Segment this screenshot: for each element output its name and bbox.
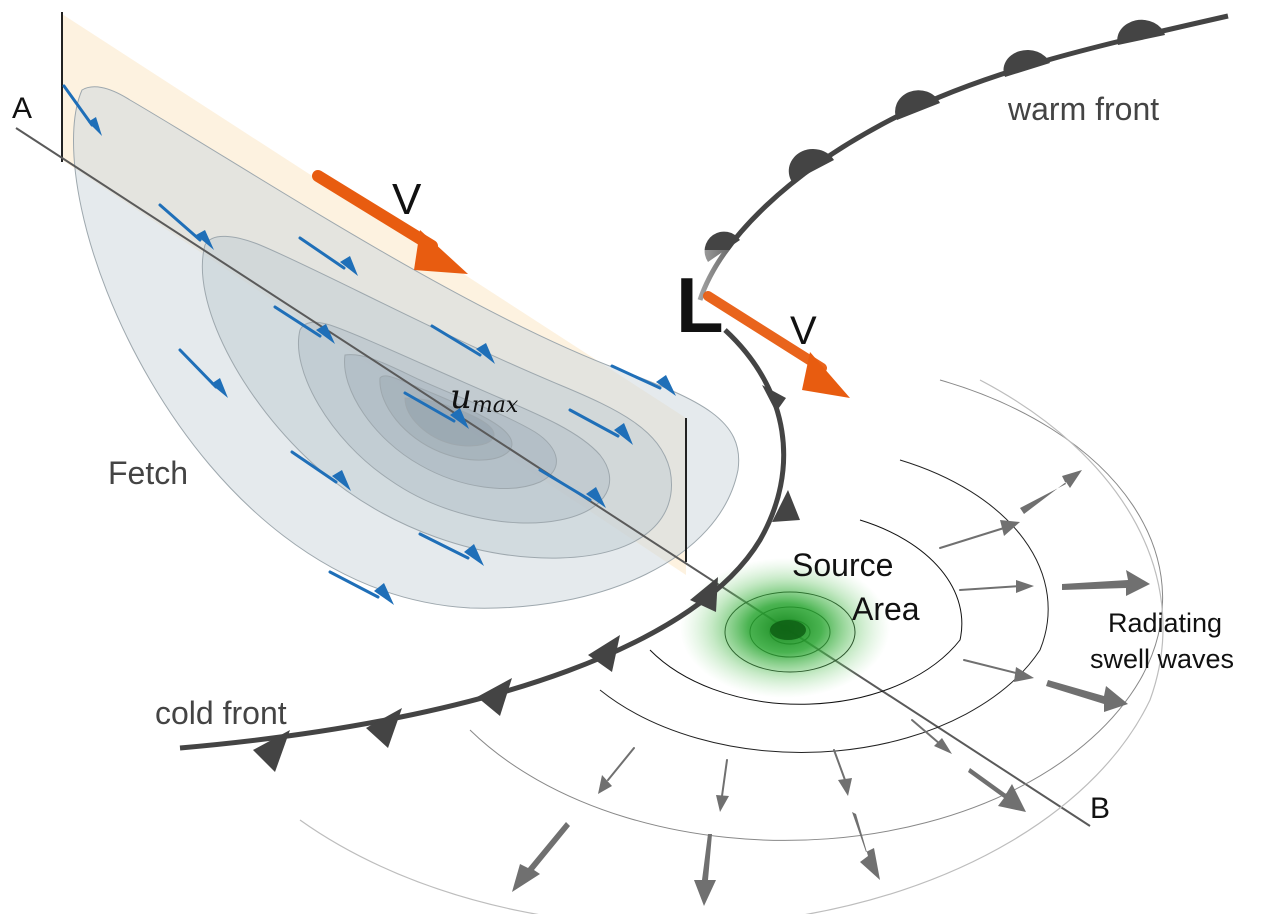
u-max-main: u <box>450 377 472 417</box>
storm-velocity-arrows <box>312 170 850 398</box>
swell-ring-6 <box>469 379 1164 841</box>
cold-front-tooth-7 <box>253 730 290 772</box>
swell-arrow <box>716 759 729 812</box>
fetch-contours <box>73 86 740 609</box>
wind-v-low-label: V <box>790 309 817 353</box>
swell-arrows <box>512 470 1150 906</box>
warm-front-bump-2 <box>788 148 834 182</box>
cold-front-tooth-1 <box>762 385 786 412</box>
point-a-label: A <box>12 92 32 125</box>
cold-front-label: cold front <box>155 695 287 731</box>
cold-front-tooth-3 <box>690 577 718 612</box>
swell-arrow-large <box>852 812 880 880</box>
storm-velocity-arrow-fetch <box>312 170 468 274</box>
fetch-contour-6 <box>404 397 495 447</box>
swell-arrow-large <box>968 768 1026 812</box>
fetch-arrow <box>298 236 358 276</box>
wind-v-fetch-label: V <box>392 175 422 224</box>
fetch-arrow <box>403 391 469 429</box>
source-area-label-2: Area <box>852 591 920 627</box>
fetch-arrow <box>328 570 394 605</box>
fetch-arrow <box>158 203 214 250</box>
warm-front-bump-4 <box>1003 49 1050 77</box>
swell-arrow-large <box>1046 680 1128 712</box>
source-area-label-1: Source <box>792 547 893 583</box>
swell-ring-5 <box>599 459 1049 753</box>
low-pressure-label: L <box>676 261 724 349</box>
fetch-arrow <box>568 408 633 445</box>
fetch-label: Fetch <box>108 455 188 491</box>
swell-arrow <box>959 580 1034 593</box>
fetch-arrow <box>62 84 102 136</box>
swell-arrow <box>833 749 852 796</box>
cold-front-tooth-2 <box>772 490 800 522</box>
u-max-label: umax <box>450 377 519 418</box>
fetch-wind-arrows <box>62 84 676 605</box>
swell-ring-4 <box>649 519 963 705</box>
cold-front-line <box>179 328 787 751</box>
fetch-arrow <box>538 468 606 508</box>
fetch-arrow <box>610 364 676 396</box>
swell-arrow-large <box>512 822 570 892</box>
warm-front-bump-5 <box>1117 19 1165 45</box>
swell-arrow <box>598 747 635 794</box>
storm-velocity-arrow-low <box>703 291 850 398</box>
fetch-arrow <box>418 532 484 566</box>
u-max-sub: max <box>472 393 519 418</box>
swell-arrow-large <box>1020 470 1082 514</box>
swell-label-2: swell waves <box>1090 644 1234 674</box>
point-b-label: B <box>1090 792 1110 825</box>
cold-front-tooth-4 <box>588 635 620 672</box>
fetch-arrow <box>178 348 228 398</box>
swell-arrow-large <box>1062 570 1150 596</box>
swell-arrow <box>963 659 1034 682</box>
warm-front-line <box>697 13 1229 301</box>
source-area-core <box>770 620 806 640</box>
cold-front-tooth-5 <box>477 678 512 716</box>
fetch-arrow <box>273 305 335 344</box>
warm-front-label: warm front <box>1007 91 1159 127</box>
swell-arrow <box>911 719 952 754</box>
warm-front-bump-3 <box>895 90 940 120</box>
swell-label-1: Radiating <box>1108 608 1222 638</box>
warm-front <box>697 13 1229 301</box>
fetch-arrow <box>290 450 351 491</box>
swell-ring-7 <box>299 379 1164 914</box>
cold-front-tooth-6 <box>366 708 402 748</box>
swell-arrow-large <box>694 834 716 906</box>
fetch-arrow <box>430 324 495 364</box>
swell-arrow <box>939 520 1020 549</box>
cold-front <box>179 328 800 772</box>
